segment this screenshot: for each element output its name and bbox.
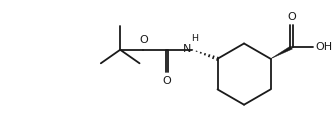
Polygon shape bbox=[271, 46, 292, 59]
Text: OH: OH bbox=[315, 42, 332, 53]
Text: H: H bbox=[191, 34, 198, 43]
Text: O: O bbox=[139, 35, 148, 45]
Text: N: N bbox=[182, 44, 191, 54]
Text: O: O bbox=[162, 76, 171, 85]
Text: O: O bbox=[287, 12, 296, 22]
